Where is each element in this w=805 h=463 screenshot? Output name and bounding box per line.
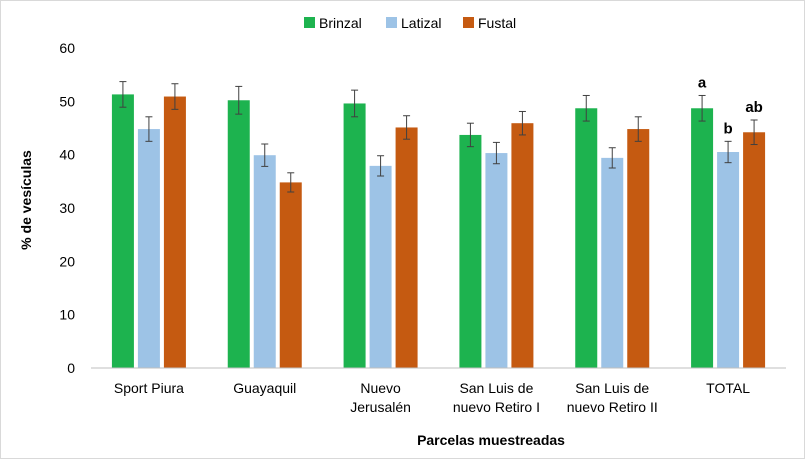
bar-latizal <box>369 165 392 368</box>
bar-latizal <box>253 155 276 368</box>
bar-latizal <box>485 153 508 368</box>
y-tick-label: 20 <box>59 253 75 269</box>
bar-brinzal <box>343 103 366 368</box>
bar-fustal <box>627 129 650 368</box>
bar-fustal <box>743 132 766 368</box>
bar-latizal <box>137 129 160 368</box>
y-tick-label: 40 <box>59 147 75 163</box>
x-tick-label: San Luis de <box>575 380 649 396</box>
bar-fustal <box>511 123 534 368</box>
bar-latizal <box>717 152 740 368</box>
bar-brinzal <box>691 108 714 369</box>
y-tick-label: 50 <box>59 93 75 109</box>
x-tick-label: Jerusalén <box>350 399 411 415</box>
y-tick-label: 10 <box>59 307 75 323</box>
legend-swatch-latizal <box>386 17 397 28</box>
significance-letter: b <box>723 120 732 137</box>
x-tick-label: San Luis de <box>459 380 533 396</box>
legend: Brinzal Latizal Fustal <box>304 15 516 31</box>
bar-brinzal <box>111 94 134 369</box>
legend-label-brinzal: Brinzal <box>319 15 362 31</box>
bar-latizal <box>601 157 624 368</box>
x-axis-label: Parcelas muestreadas <box>417 432 565 448</box>
y-axis: 0 10 20 30 40 50 60 <box>59 40 75 376</box>
x-tick-label: TOTAL <box>706 380 750 396</box>
bar-brinzal <box>227 100 250 369</box>
legend-swatch-brinzal <box>304 17 315 28</box>
legend-label-fustal: Fustal <box>478 15 516 31</box>
x-tick-label: Sport Piura <box>114 380 184 396</box>
x-tick-label: nuevo Retiro I <box>453 399 540 415</box>
bar-fustal <box>279 182 302 368</box>
y-axis-label: % de vesículas <box>18 150 34 250</box>
bar-brinzal <box>575 108 598 369</box>
significance-letter: ab <box>745 99 763 116</box>
y-tick-label: 30 <box>59 200 75 216</box>
significance-letter: a <box>698 74 707 91</box>
legend-swatch-fustal <box>463 17 474 28</box>
x-tick-label: nuevo Retiro II <box>567 399 658 415</box>
y-tick-label: 0 <box>67 360 75 376</box>
x-axis: Sport Piura Guayaquil Nuevo Jerusalén San Lu… <box>91 367 786 415</box>
legend-label-latizal: Latizal <box>401 15 441 31</box>
y-tick-label: 60 <box>59 40 75 56</box>
x-tick-label: Guayaquil <box>233 380 296 396</box>
bar-brinzal <box>459 134 482 368</box>
bar-fustal <box>163 96 186 369</box>
bar-fustal <box>395 127 418 368</box>
x-tick-label: Nuevo <box>360 380 401 396</box>
